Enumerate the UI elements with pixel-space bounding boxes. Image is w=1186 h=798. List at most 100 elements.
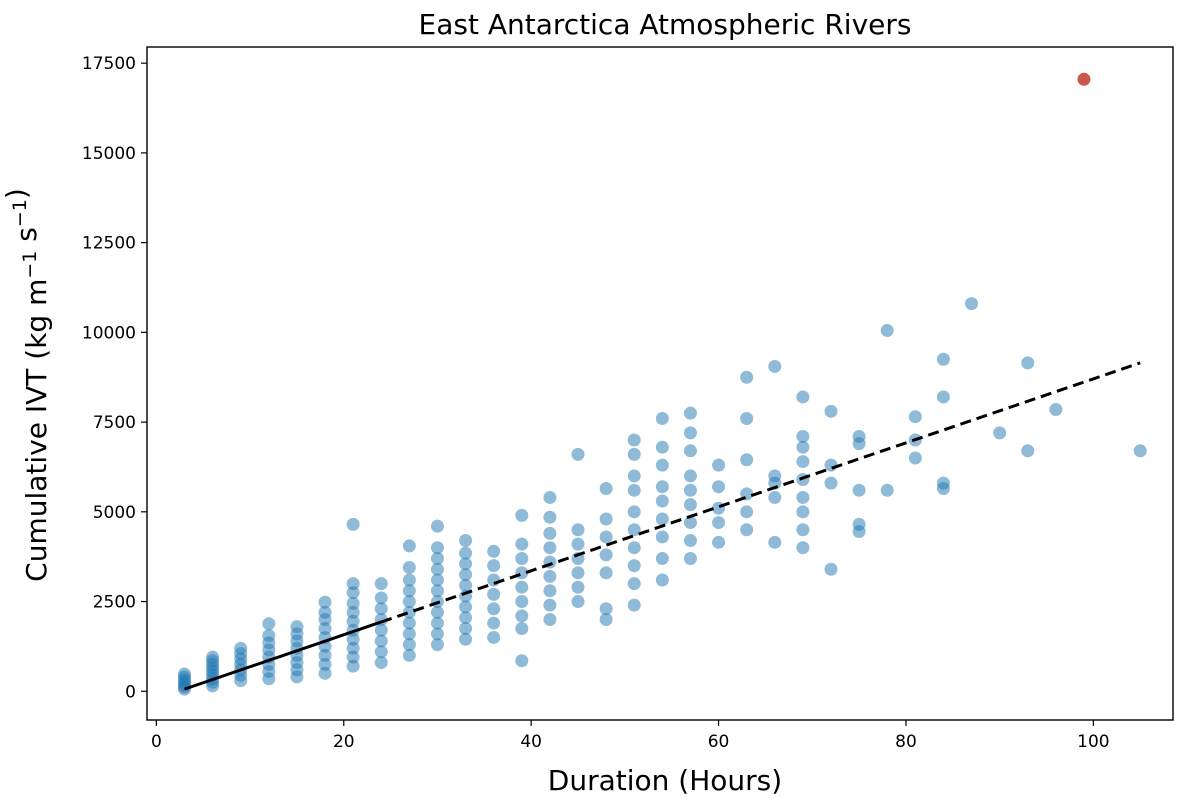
plot-frame [146, 46, 1174, 721]
data-point [459, 632, 473, 646]
data-point [515, 508, 529, 522]
data-point [318, 605, 332, 619]
data-point [768, 490, 782, 504]
data-point [346, 596, 360, 610]
data-point [402, 573, 416, 587]
data-point [430, 551, 444, 565]
data-point [402, 605, 416, 619]
data-point [234, 641, 248, 655]
data-point [796, 505, 810, 519]
data-point [627, 469, 641, 483]
data-point [712, 535, 726, 549]
data-point [402, 539, 416, 553]
data-point [740, 411, 754, 425]
data-point [459, 611, 473, 625]
data-point [908, 451, 922, 465]
data-point [515, 537, 529, 551]
data-point [683, 483, 697, 497]
chart-title: East Antarctica Atmospheric Rivers [419, 8, 912, 41]
y-tick-label: 7500 [93, 413, 136, 433]
data-point [346, 614, 360, 628]
data-point [515, 621, 529, 635]
data-point [712, 516, 726, 530]
data-point [430, 616, 444, 630]
data-point [430, 519, 444, 533]
data-point [655, 411, 669, 425]
data-point [936, 352, 950, 366]
data-point [824, 458, 838, 472]
data-point [346, 650, 360, 664]
data-point [655, 530, 669, 544]
data-point [487, 616, 501, 630]
data-point [515, 654, 529, 668]
y-tick-label: 17500 [82, 54, 136, 74]
data-point [459, 546, 473, 560]
data-point [908, 410, 922, 424]
data-point [1021, 356, 1035, 370]
data-point [1133, 444, 1147, 458]
x-tick-label: 20 [333, 732, 355, 752]
data-point [683, 534, 697, 548]
x-tick-label: 40 [520, 732, 542, 752]
data-point [206, 650, 220, 664]
data-point [346, 577, 360, 591]
data-point [262, 617, 276, 631]
data-point [543, 612, 557, 626]
data-point [374, 623, 388, 637]
data-point [262, 629, 276, 643]
data-point [402, 560, 416, 574]
data-point [655, 480, 669, 494]
data-point [346, 632, 360, 646]
data-point [655, 512, 669, 526]
y-tick-label: 2500 [93, 593, 136, 613]
data-point [459, 621, 473, 635]
data-point [346, 605, 360, 619]
data-point [599, 481, 613, 495]
data-point [346, 641, 360, 655]
data-point [374, 656, 388, 670]
y-tick-label: 12500 [82, 234, 136, 254]
data-point [852, 429, 866, 443]
data-point [543, 490, 557, 504]
data-point [796, 455, 810, 469]
data-point [346, 517, 360, 531]
data-point [852, 483, 866, 497]
data-point [402, 584, 416, 598]
data-point [571, 566, 585, 580]
data-point [796, 541, 810, 555]
data-point [459, 557, 473, 571]
data-point [824, 476, 838, 490]
data-point [430, 638, 444, 652]
data-point [796, 390, 810, 404]
data-point [655, 551, 669, 565]
data-point [824, 404, 838, 418]
data-point [487, 587, 501, 601]
fit-line-solid [183, 620, 382, 691]
data-point [740, 505, 754, 519]
data-point [965, 297, 979, 311]
data-point [459, 534, 473, 548]
data-point [487, 559, 501, 573]
data-point [290, 620, 304, 634]
data-point [655, 494, 669, 508]
data-point [543, 598, 557, 612]
data-point [768, 535, 782, 549]
data-point [374, 645, 388, 659]
data-point [655, 458, 669, 472]
data-point [430, 627, 444, 641]
data-point [796, 490, 810, 504]
data-point [177, 667, 191, 681]
data-point [599, 548, 613, 562]
data-point [796, 440, 810, 454]
data-point [627, 505, 641, 519]
data-point [430, 584, 444, 598]
data-point [487, 602, 501, 616]
fit-line-group [183, 361, 1141, 691]
data-point [880, 483, 894, 497]
data-point [768, 359, 782, 373]
data-point [543, 541, 557, 555]
data-point [683, 406, 697, 420]
data-point [627, 598, 641, 612]
data-point [599, 602, 613, 616]
data-point [374, 634, 388, 648]
